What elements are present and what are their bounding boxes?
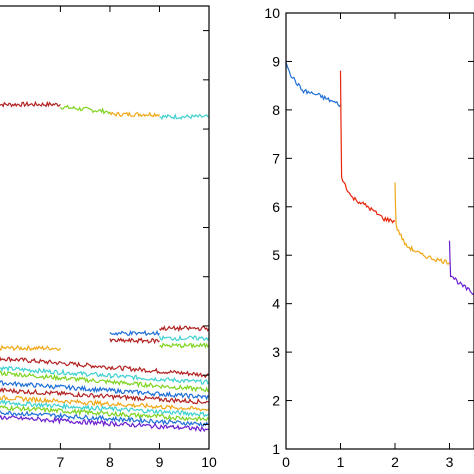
right-x-tick-label: 3 bbox=[446, 454, 454, 470]
right-y-tick-label: 6 bbox=[272, 199, 280, 215]
left-series-line-12 bbox=[0, 404, 209, 423]
left-chart-panel: 7 8 9 10 bbox=[0, 5, 217, 470]
left-series-line-11 bbox=[0, 399, 209, 418]
right-y-tick-label: 5 bbox=[272, 247, 280, 263]
right-y-tick-label: 2 bbox=[272, 393, 280, 409]
left-series-line-13 bbox=[0, 410, 209, 427]
right-x-tick-label: 0 bbox=[282, 454, 290, 470]
right-axes-frame bbox=[285, 12, 474, 450]
right-y-tick-label: 3 bbox=[272, 344, 280, 360]
right-y-tick-label: 7 bbox=[272, 150, 280, 166]
right-x-tick-label: 1 bbox=[337, 454, 345, 470]
left-x-tick-label: 8 bbox=[106, 454, 114, 470]
left-series-line-15 bbox=[109, 337, 160, 345]
left-series-line-0 bbox=[0, 100, 61, 108]
right-series-line-0 bbox=[286, 62, 341, 108]
left-series-line-8 bbox=[0, 380, 209, 401]
left-series-line-14 bbox=[0, 414, 209, 433]
left-series-line-2 bbox=[109, 111, 160, 118]
left-x-tick-label: 10 bbox=[201, 454, 217, 470]
left-series-line-4 bbox=[0, 344, 61, 352]
left-series-line-18 bbox=[158, 334, 209, 342]
left-series-line-16 bbox=[109, 329, 160, 337]
left-series-line-5 bbox=[0, 355, 209, 379]
left-series-line-7 bbox=[0, 370, 209, 393]
right-series-line-3 bbox=[448, 240, 474, 295]
left-series-line-1 bbox=[59, 104, 111, 115]
left-series-line-3 bbox=[159, 113, 209, 121]
left-series-line-9 bbox=[0, 386, 209, 405]
left-series-group bbox=[0, 100, 209, 433]
right-y-tick-label: 4 bbox=[272, 296, 280, 312]
right-series-line-2 bbox=[394, 182, 450, 265]
left-series-line-17 bbox=[159, 324, 209, 333]
right-y-tick-label: 1 bbox=[272, 441, 280, 457]
left-series-line-19 bbox=[159, 342, 209, 349]
right-series-group bbox=[286, 62, 474, 295]
right-y-tick-label: 9 bbox=[272, 53, 280, 69]
right-y-tick-label: 10 bbox=[264, 5, 280, 21]
left-x-tick-label: 7 bbox=[56, 454, 64, 470]
right-x-tick-label: 2 bbox=[391, 454, 399, 470]
right-y-tick-label: 8 bbox=[272, 102, 280, 118]
left-series-line-10 bbox=[0, 394, 209, 412]
left-x-tick-label: 9 bbox=[156, 454, 164, 470]
left-series-line-6 bbox=[0, 365, 209, 385]
right-series-line-1 bbox=[339, 70, 396, 224]
